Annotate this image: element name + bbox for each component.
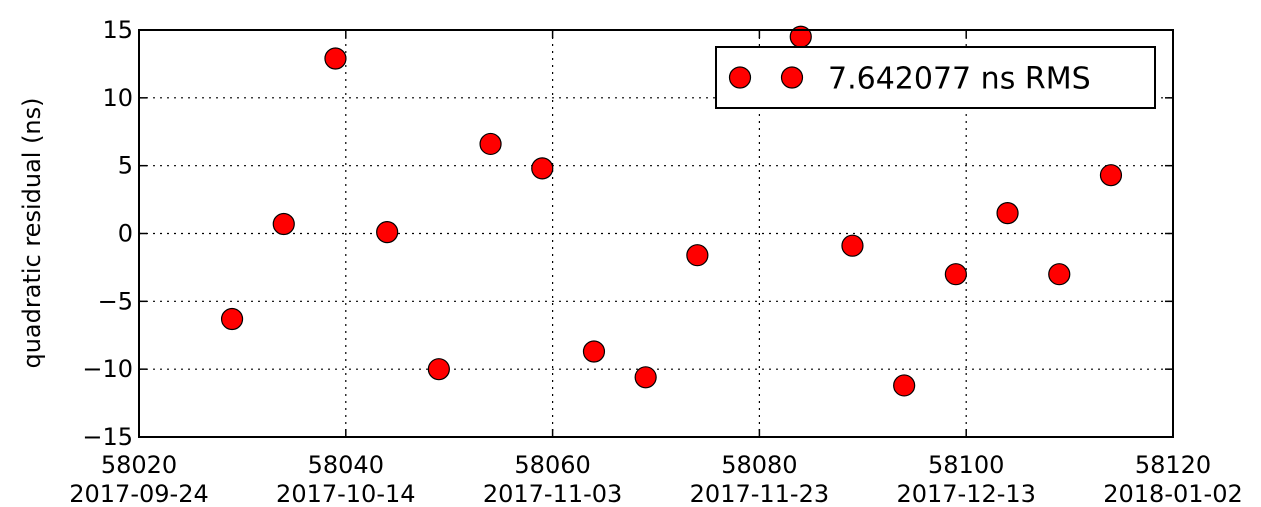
data-point: [1048, 263, 1071, 286]
y-tick-label: 15: [102, 16, 133, 44]
x-tick-date-label: 2017-09-24: [69, 480, 208, 507]
legend: 7.642077 ns RMS: [715, 46, 1156, 109]
x-tick-date-label: 2017-10-14: [276, 480, 415, 507]
y-tick-label: 0: [118, 220, 133, 248]
data-point: [272, 212, 295, 236]
x-tick-date-label: 2017-12-13: [896, 480, 1035, 507]
data-points: [220, 25, 1123, 397]
y-tick-label: 5: [118, 152, 133, 180]
data-point: [427, 358, 450, 381]
y-axis-label: quadratic residual (ns): [18, 97, 46, 368]
data-point: [841, 234, 864, 257]
y-tick-label: −5: [98, 287, 133, 315]
data-point: [686, 244, 709, 267]
x-tick-label: 58120: [1135, 451, 1211, 479]
x-tick-label: 58040: [308, 451, 384, 479]
data-point: [893, 374, 916, 397]
ticks: 151050−5−10−15580202017-09-24580402017-1…: [69, 16, 1242, 507]
data-point: [944, 263, 967, 286]
data-point: [634, 366, 657, 389]
x-tick-date-label: 2018-01-02: [1103, 480, 1242, 507]
data-point: [376, 221, 399, 244]
data-point: [582, 340, 606, 363]
data-point: [996, 202, 1019, 225]
x-tick-label: 58100: [928, 451, 1004, 479]
x-tick-label: 58020: [101, 451, 177, 479]
legend-marker: [728, 66, 752, 89]
x-tick-label: 58060: [514, 451, 590, 479]
x-tick-date-label: 2017-11-23: [690, 480, 829, 507]
y-tick-label: 10: [102, 84, 133, 112]
x-tick-date-label: 2017-11-03: [483, 480, 622, 507]
y-tick-label: −15: [82, 423, 133, 451]
y-tick-label: −10: [82, 355, 133, 383]
x-tick-label: 58080: [721, 451, 797, 479]
legend-label: 7.642077 ns RMS: [828, 62, 1091, 97]
data-point: [220, 307, 244, 331]
data-point: [531, 157, 554, 180]
legend-marker: [780, 66, 804, 89]
data-point: [1099, 164, 1123, 187]
data-point: [324, 47, 347, 70]
data-point: [479, 132, 502, 156]
